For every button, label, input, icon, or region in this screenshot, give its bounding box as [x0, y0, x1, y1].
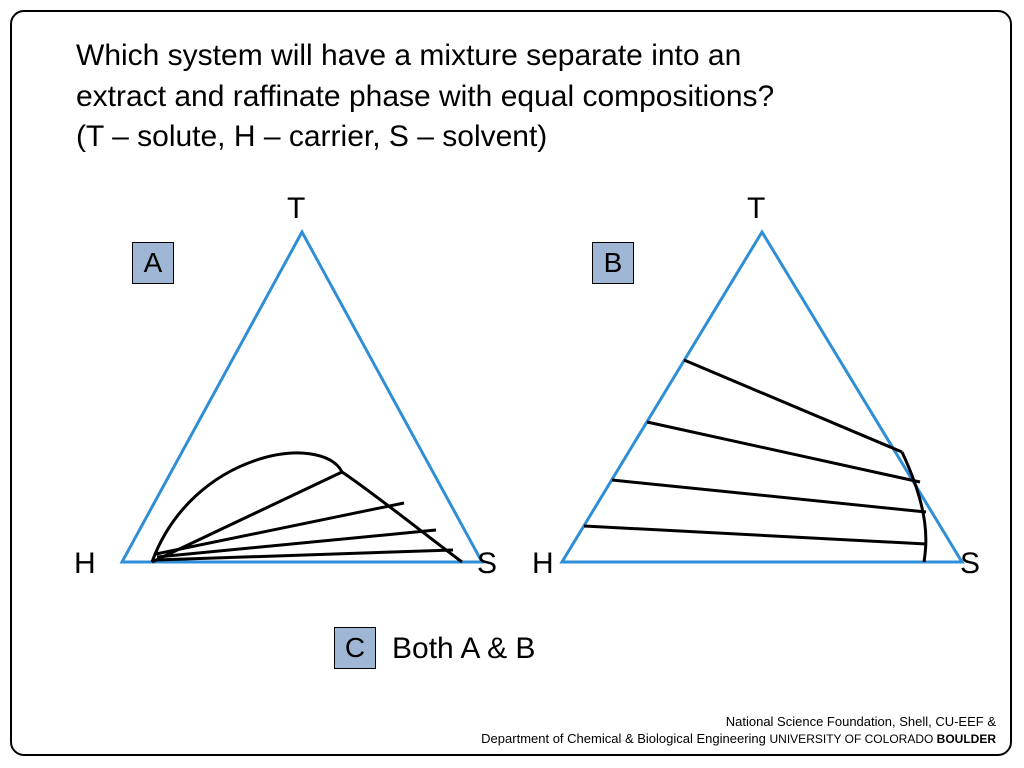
vertex-H-A: H — [74, 547, 96, 581]
option-C-box[interactable]: C — [334, 627, 376, 669]
footer-univ: UNIVERSITY OF COLORADO — [770, 732, 937, 746]
question-line3: (T – solute, H – carrier, S – solvent) — [76, 120, 547, 153]
vertex-S-B: S — [960, 547, 980, 581]
footer-line1a: National Science Foundation, Shell, CU-E… — [481, 714, 996, 731]
option-C-label: C — [345, 632, 365, 663]
vertex-T-B: T — [747, 192, 765, 226]
question-line2: extract and raffinate phase with equal c… — [76, 80, 774, 113]
footer-attribution: National Science Foundation, Shell, CU-E… — [481, 714, 996, 748]
option-C-text: Both A & B — [392, 632, 535, 666]
vertex-T-A: T — [287, 192, 305, 226]
footer-line1b: Department of Chemical & Biological Engi… — [481, 731, 766, 746]
slide-frame: Which system will have a mixture separat… — [10, 10, 1012, 756]
ternary-diagram-A — [72, 192, 492, 612]
question-line1: Which system will have a mixture separat… — [76, 39, 741, 72]
footer-boulder: BOULDER — [937, 732, 996, 746]
vertex-S-A: S — [477, 547, 497, 581]
ternary-diagram-B — [532, 192, 992, 612]
vertex-H-B: H — [532, 547, 554, 581]
question-text: Which system will have a mixture separat… — [76, 36, 956, 158]
